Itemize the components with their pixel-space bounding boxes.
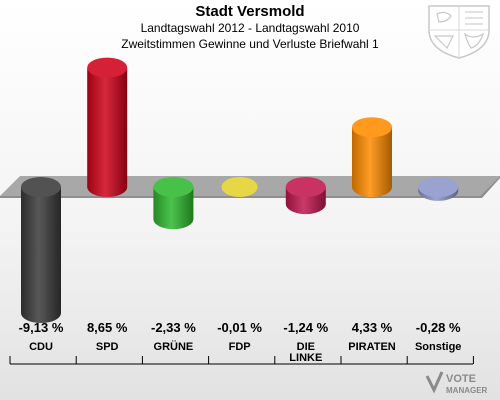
data-label: -0,28 % [416,320,461,335]
bar [87,67,128,197]
category-label: CDU [29,341,53,353]
category-label-line: LINKE [289,352,322,364]
category-label-line: SPD [96,341,119,353]
data-label: -1,24 % [283,320,328,335]
bar-cap [418,177,459,197]
logo-text-vote: VOTE [446,373,476,385]
vote-manager-logo: VOTE MANAGER [425,371,488,395]
data-label: -0,01 % [217,320,262,335]
bar-cap [285,177,326,197]
category-label-line: CDU [29,341,53,353]
chart-subtitle-2: Zweitstimmen Gewinne und Verluste Briefw… [121,37,379,51]
category-label: DIE LINKE [289,341,322,364]
data-label: 4,33 % [352,320,393,335]
bar-cap [352,117,392,138]
bar-cap [21,177,61,197]
bar [352,127,392,197]
data-label: 8,65 % [87,320,128,335]
category-label: FDP [229,341,251,353]
category-label: SPD [96,341,119,353]
bar-cap [153,177,194,197]
category-label-line: PIRATEN [348,341,396,353]
category-label: PIRATEN [348,341,396,353]
bar-cap [221,177,258,197]
coat-of-arms-icon [428,5,490,59]
category-label: Sonstige [415,341,461,353]
category-label-line: GRÜNE [154,340,194,353]
category-label-line: Sonstige [415,341,461,353]
bar-cap [87,57,128,78]
chart-subtitle: Landtagswahl 2012 - Landtagswahl 2010 [140,21,360,35]
chart-title: Stadt Versmold [195,3,305,20]
category-label-line: FDP [229,341,251,353]
bar [153,187,194,230]
logo-text-manager: MANAGER [446,386,488,395]
data-label: -2,33 % [151,320,196,335]
category-label-line: DIE [297,341,315,353]
data-label: -9,13 % [19,320,64,335]
bar [21,187,61,323]
category-label: GRÜNE [154,340,194,353]
